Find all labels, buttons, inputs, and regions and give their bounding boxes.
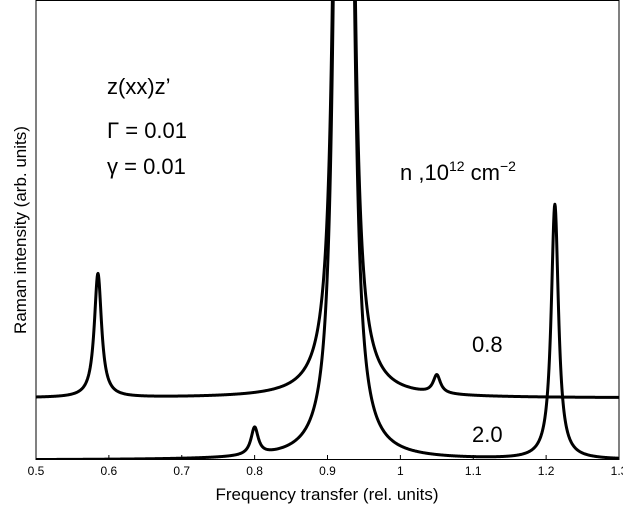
series-curve-0-8	[36, 1, 619, 399]
x-tick-label: 1.3	[611, 464, 623, 478]
density-unit-cm: cm	[465, 160, 500, 185]
x-tick-label: 1	[397, 464, 404, 478]
curves-group	[36, 1, 619, 460]
density-unit-exp2: −2	[500, 158, 516, 174]
geometry-label: z(xx)z’	[107, 74, 171, 99]
x-tick-label: 0.6	[101, 464, 118, 478]
x-tick-label: 1.2	[538, 464, 555, 478]
gamma-small-label: γ = 0.01	[107, 154, 186, 179]
x-tick-label: 0.9	[319, 464, 336, 478]
series-label-2-0: 2.0	[472, 422, 503, 447]
density-unit-label: n ,1012 cm−2	[400, 158, 516, 185]
x-ticks-group: 0.5 0.6 0.7 0.8 0.9 1 1.1 1.2 1.3	[28, 455, 623, 478]
series-curve-2-0	[36, 1, 619, 460]
x-axis-label: Frequency transfer (rel. units)	[216, 485, 439, 504]
x-tick-label: 0.5	[28, 464, 45, 478]
x-tick-label: 0.8	[246, 464, 263, 478]
x-tick-label: 1.1	[465, 464, 482, 478]
density-unit-base: n ,10	[400, 160, 449, 185]
gamma-capital-label: Γ = 0.01	[107, 118, 187, 143]
x-tick-label: 0.7	[173, 464, 190, 478]
density-unit-exp1: 12	[449, 158, 465, 174]
series-label-0-8: 0.8	[472, 332, 503, 357]
y-axis-label: Raman intensity (arb. units)	[11, 126, 30, 334]
